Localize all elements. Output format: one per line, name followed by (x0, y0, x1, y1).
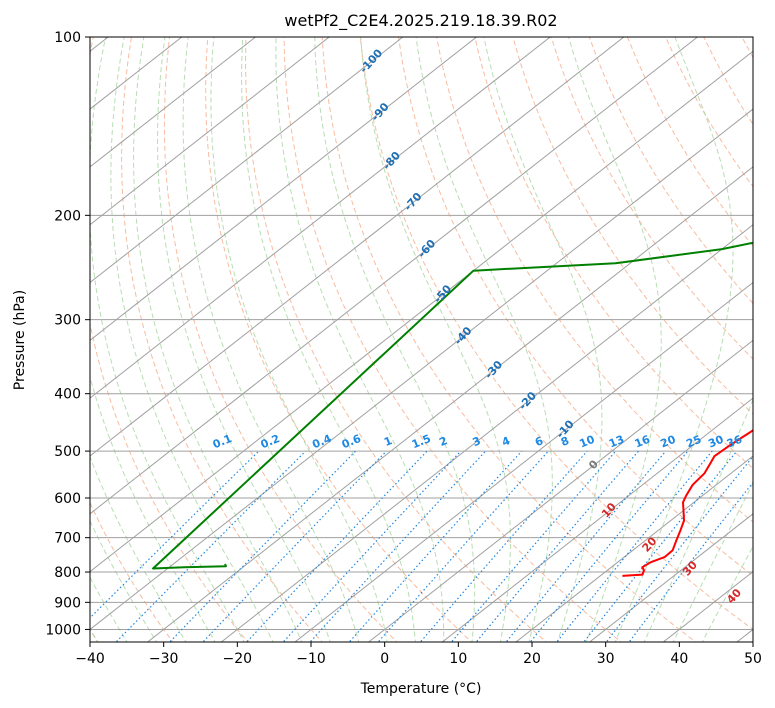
x-tick-label: −20 (223, 651, 253, 667)
mixing-ratio-line (168, 450, 357, 642)
x-tick-label: −30 (149, 651, 179, 667)
y-tick-label: 400 (54, 387, 81, 403)
y-tick-label: 700 (54, 531, 81, 547)
mixing-ratio-line (450, 450, 617, 642)
chart-title: wetPf2_C2E4.2025.219.18.39.R02 (284, 11, 557, 31)
isotherm-line (90, 37, 625, 457)
isotherm-line (367, 339, 753, 642)
y-tick-label: 600 (54, 491, 81, 507)
isotherm-line (515, 455, 753, 642)
dry-adiabat (244, 37, 548, 642)
isotherm-line (90, 37, 257, 168)
isotherm-line (220, 224, 753, 642)
dry-adiabat (588, 37, 753, 305)
isotherm-line (90, 37, 330, 226)
x-axis-label: Temperature (°C) (360, 681, 482, 697)
y-tick-label: 500 (54, 444, 81, 460)
dry-adiabat (474, 37, 753, 469)
dry-adiabat (121, 37, 323, 642)
y-tick-label: 1000 (45, 622, 81, 638)
dewpoint-line (152, 241, 753, 570)
isotherm-line (90, 37, 551, 399)
dry-adiabat (90, 37, 249, 642)
mixing-ratio-line (419, 450, 588, 642)
x-tick-label: −10 (296, 651, 326, 667)
moist-adiabat (133, 37, 303, 642)
isotherm-line (90, 37, 478, 341)
mixing-ratio-line (282, 450, 462, 642)
dry-adiabat (359, 37, 753, 631)
mixing-ratio-label: 10 (578, 433, 597, 451)
dry-adiabat (398, 37, 753, 577)
mixing-ratio-label: 16 (633, 433, 652, 451)
mixing-ratio-label: 1 (382, 434, 394, 449)
mixing-ratio-label: 25 (684, 433, 703, 451)
y-tick-label: 200 (54, 208, 81, 224)
x-tick-label: 50 (744, 651, 762, 667)
x-tick-label: 30 (597, 651, 615, 667)
mixing-ratio-line (202, 450, 387, 642)
y-tick-label: 800 (54, 565, 81, 581)
mixing-ratio-label: 13 (607, 433, 626, 451)
x-tick-label: 40 (670, 651, 688, 667)
plot-frame (89, 36, 754, 643)
mixing-ratio-line (377, 450, 549, 642)
y-tick-label: 900 (54, 595, 81, 611)
y-tick-label: 100 (54, 30, 81, 46)
isotherm-line (294, 281, 753, 642)
mixing-ratio-label: 8 (559, 434, 571, 449)
isotherm-line (146, 166, 753, 642)
mixing-ratio-label: 36 (725, 433, 744, 451)
isotherm-line (90, 37, 699, 515)
mixing-ratio-label: 2 (437, 434, 449, 449)
isotherm-line (90, 50, 753, 573)
mixing-ratio-line (628, 481, 753, 642)
mixing-ratio-label: 20 (659, 433, 678, 451)
isotherm-line (588, 513, 753, 642)
mixing-ratio-label: 30 (706, 433, 725, 451)
x-tick-label: −40 (75, 651, 105, 667)
isotherm-line (441, 397, 753, 642)
mixing-ratio-line (348, 450, 523, 642)
x-tick-label: 20 (523, 651, 541, 667)
mixing-ratio-line (115, 450, 307, 642)
mixing-ratio-line (556, 450, 713, 642)
mixing-ratio-label: 3 (471, 434, 483, 449)
profile-lines (152, 241, 753, 577)
mixing-ratio-line (245, 450, 428, 642)
background-lines (90, 37, 753, 642)
moist-adiabat (110, 37, 274, 642)
isotherm-line (90, 37, 404, 284)
y-axis-label: Pressure (hPa) (12, 290, 28, 390)
moist-adiabat (643, 398, 753, 642)
x-tick-label: 0 (380, 651, 389, 667)
dry-adiabat (512, 37, 753, 415)
mixing-ratio-line (90, 450, 260, 619)
mixing-ratio-line (529, 450, 689, 642)
y-tick-label: 300 (54, 313, 81, 329)
y-axis: 100 200 300 400 500 600 700 800 900 1000 (45, 30, 90, 638)
moist-adiabat (156, 37, 331, 642)
x-axis: −40 −30 −20 −10 0 10 20 30 40 50 (75, 642, 762, 667)
isotherm-line (90, 108, 753, 631)
x-tick-label: 10 (449, 651, 467, 667)
mixing-ratio-line (309, 450, 487, 642)
temperature-line (622, 429, 753, 577)
